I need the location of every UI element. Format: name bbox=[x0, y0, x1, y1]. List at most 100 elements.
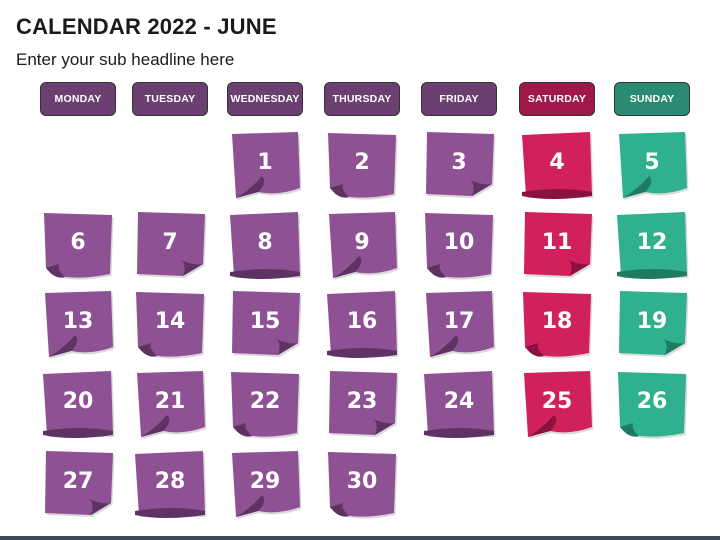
calendar-day-15[interactable]: 15 bbox=[228, 289, 302, 359]
calendar-day-18[interactable]: 18 bbox=[520, 289, 594, 359]
calendar-day-number: 22 bbox=[249, 388, 281, 414]
calendar-day-9[interactable]: 9 bbox=[325, 210, 399, 280]
calendar-day-6[interactable]: 6 bbox=[41, 210, 115, 280]
sticky-note-shape bbox=[231, 372, 301, 439]
sticky-note-shape bbox=[137, 371, 207, 439]
weekday-header-friday: FRIDAY bbox=[421, 82, 497, 116]
calendar-day-number: 7 bbox=[162, 229, 178, 255]
calendar-day-number: 16 bbox=[346, 308, 378, 334]
calendar-day-13[interactable]: 13 bbox=[41, 289, 115, 359]
calendar-day-1[interactable]: 1 bbox=[228, 130, 302, 200]
weekday-header-tuesday: TUESDAY bbox=[132, 82, 208, 116]
calendar-day-number: 18 bbox=[541, 308, 573, 334]
calendar-day-10[interactable]: 10 bbox=[422, 210, 496, 280]
calendar-day-number: 14 bbox=[154, 308, 186, 334]
page-title: CALENDAR 2022 - JUNE bbox=[16, 14, 277, 39]
sticky-note-shape bbox=[327, 291, 399, 358]
calendar-day-14[interactable]: 14 bbox=[133, 289, 207, 359]
sticky-note-shape bbox=[619, 132, 689, 200]
calendar-day-number: 4 bbox=[549, 149, 565, 175]
calendar-day-number: 5 bbox=[644, 149, 660, 175]
calendar-day-16[interactable]: 16 bbox=[325, 289, 399, 359]
calendar-day-29[interactable]: 29 bbox=[228, 449, 302, 519]
weekday-header-monday: MONDAY bbox=[40, 82, 116, 116]
calendar-day-number: 21 bbox=[154, 388, 186, 414]
calendar-day-number: 24 bbox=[443, 388, 475, 414]
calendar-day-number: 29 bbox=[249, 468, 281, 494]
sticky-note-shape bbox=[43, 371, 115, 438]
sticky-note-shape bbox=[137, 212, 207, 278]
calendar-day-number: 13 bbox=[62, 308, 94, 334]
calendar-day-19[interactable]: 19 bbox=[615, 289, 689, 359]
sticky-note-shape bbox=[135, 451, 207, 518]
calendar-day-25[interactable]: 25 bbox=[520, 369, 594, 439]
calendar-day-8[interactable]: 8 bbox=[228, 210, 302, 280]
sticky-note-shape bbox=[426, 132, 496, 198]
calendar-day-24[interactable]: 24 bbox=[422, 369, 496, 439]
calendar-day-number: 17 bbox=[443, 308, 475, 334]
sticky-note-shape bbox=[328, 133, 398, 200]
calendar-day-12[interactable]: 12 bbox=[615, 210, 689, 280]
calendar-day-30[interactable]: 30 bbox=[325, 449, 399, 519]
sticky-note-shape bbox=[232, 451, 302, 519]
sticky-note-shape bbox=[230, 212, 302, 279]
weekday-header-thursday: THURSDAY bbox=[324, 82, 400, 116]
sticky-note-shape bbox=[524, 212, 594, 278]
sticky-note-shape bbox=[45, 451, 115, 517]
calendar-day-number: 1 bbox=[257, 149, 273, 175]
page-subtitle: Enter your sub headline here bbox=[16, 50, 235, 69]
sticky-note-shape bbox=[522, 132, 594, 199]
sticky-note-shape bbox=[425, 213, 495, 280]
calendar-day-number: 28 bbox=[154, 468, 186, 494]
calendar-day-number: 12 bbox=[636, 229, 668, 255]
calendar-day-22[interactable]: 22 bbox=[228, 369, 302, 439]
sticky-note-shape bbox=[617, 212, 689, 279]
sticky-note-shape bbox=[45, 291, 115, 359]
calendar-day-number: 3 bbox=[451, 149, 467, 175]
calendar-day-number: 19 bbox=[636, 308, 668, 334]
calendar-day-number: 20 bbox=[62, 388, 94, 414]
calendar-day-20[interactable]: 20 bbox=[41, 369, 115, 439]
sticky-note-shape bbox=[523, 292, 593, 359]
sticky-note-shape bbox=[136, 292, 206, 359]
calendar-day-2[interactable]: 2 bbox=[325, 130, 399, 200]
calendar-day-4[interactable]: 4 bbox=[520, 130, 594, 200]
bottom-bar bbox=[0, 536, 720, 540]
sticky-note-shape bbox=[232, 291, 302, 357]
sticky-note-shape bbox=[328, 452, 398, 519]
sticky-note-shape bbox=[329, 371, 399, 437]
calendar-day-23[interactable]: 23 bbox=[325, 369, 399, 439]
calendar-day-number: 30 bbox=[346, 468, 378, 494]
calendar-day-11[interactable]: 11 bbox=[520, 210, 594, 280]
sticky-note-shape bbox=[426, 291, 496, 359]
calendar-day-number: 8 bbox=[257, 229, 273, 255]
sticky-note-shape bbox=[618, 372, 688, 439]
weekday-header-sunday: SUNDAY bbox=[614, 82, 690, 116]
sticky-note-shape bbox=[524, 371, 594, 439]
calendar-day-5[interactable]: 5 bbox=[615, 130, 689, 200]
sticky-note-shape bbox=[619, 291, 689, 357]
calendar-day-26[interactable]: 26 bbox=[615, 369, 689, 439]
calendar-day-number: 11 bbox=[541, 229, 573, 255]
calendar-day-number: 2 bbox=[354, 149, 370, 175]
calendar-day-number: 10 bbox=[443, 229, 475, 255]
calendar-day-number: 23 bbox=[346, 388, 378, 414]
calendar-day-number: 25 bbox=[541, 388, 573, 414]
sticky-note-shape bbox=[232, 132, 302, 200]
sticky-note-shape bbox=[329, 212, 399, 280]
calendar-day-number: 26 bbox=[636, 388, 668, 414]
calendar-day-7[interactable]: 7 bbox=[133, 210, 207, 280]
weekday-header-wednesday: WEDNESDAY bbox=[227, 82, 303, 116]
calendar-day-number: 27 bbox=[62, 468, 94, 494]
sticky-note-shape bbox=[44, 213, 114, 280]
sticky-note-shape bbox=[424, 371, 496, 438]
weekday-header-saturday: SATURDAY bbox=[519, 82, 595, 116]
calendar-day-17[interactable]: 17 bbox=[422, 289, 496, 359]
calendar-day-28[interactable]: 28 bbox=[133, 449, 207, 519]
calendar-day-21[interactable]: 21 bbox=[133, 369, 207, 439]
calendar-day-27[interactable]: 27 bbox=[41, 449, 115, 519]
calendar-day-number: 6 bbox=[70, 229, 86, 255]
calendar-day-number: 9 bbox=[354, 229, 370, 255]
calendar-day-3[interactable]: 3 bbox=[422, 130, 496, 200]
calendar-day-number: 15 bbox=[249, 308, 281, 334]
